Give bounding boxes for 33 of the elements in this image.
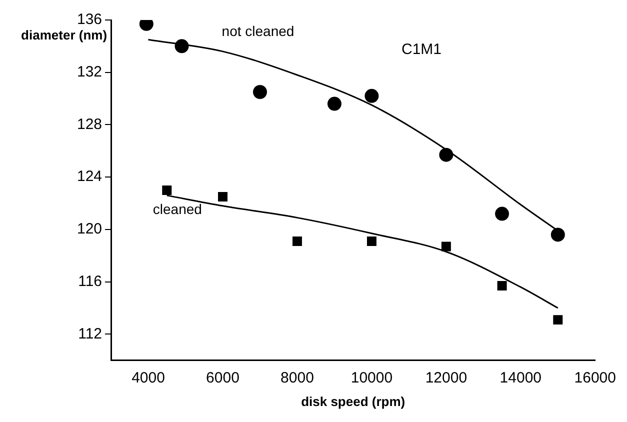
point	[439, 148, 454, 162]
x-tick-label: 6000	[206, 370, 240, 387]
point	[441, 242, 451, 252]
point	[252, 85, 267, 100]
x-tick-label: 4000	[132, 370, 165, 387]
point	[497, 281, 507, 291]
point	[550, 228, 565, 242]
text: not cleaned	[222, 22, 294, 39]
x-tick-label: 16000	[574, 370, 616, 387]
point	[366, 236, 376, 246]
annotation: C1M1	[401, 41, 442, 58]
x-tick-label: 8000	[280, 370, 314, 387]
y-tick-label: 116	[78, 272, 102, 290]
point	[364, 88, 379, 103]
point	[174, 39, 189, 54]
y-tick-label: 132	[76, 64, 102, 81]
point	[218, 192, 228, 202]
point	[553, 315, 563, 325]
y-tick-label: 120	[76, 220, 102, 238]
series-label: cleaned	[152, 201, 202, 218]
x-axis-title: disk speed (rpm)	[301, 394, 406, 409]
y-tick-label: 112	[78, 325, 102, 342]
x-tick-label: 14000	[500, 370, 542, 387]
y-tick-label: 128	[76, 116, 102, 133]
y-axis-title: diameter (nm)	[21, 28, 108, 43]
point	[162, 185, 172, 195]
x-tick-label: 10000	[350, 370, 393, 387]
point	[292, 236, 302, 246]
point	[327, 96, 342, 111]
y-tick-label: 136	[76, 11, 102, 28]
point	[495, 206, 510, 221]
x-tick-label: 12000	[425, 370, 468, 387]
y-tick-label: 124	[76, 168, 102, 186]
